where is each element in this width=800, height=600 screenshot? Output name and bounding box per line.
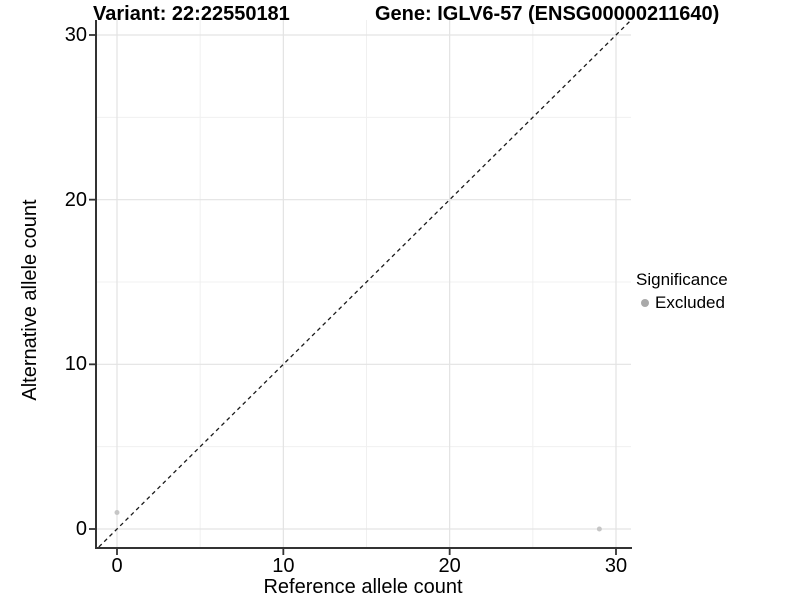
y-tick-label: 30 — [64, 23, 87, 46]
legend-item-label: Excluded — [655, 293, 725, 312]
data-point — [114, 510, 120, 516]
identity-dashed-line — [98, 19, 632, 548]
y-tick-label: 0 — [75, 518, 87, 540]
legend: Significance Excluded — [636, 269, 728, 313]
plot-title-variant: Variant: 22:22550181 — [93, 3, 290, 25]
x-tick-label: 20 — [438, 555, 461, 577]
x-axis-title: Reference allele count — [263, 576, 463, 598]
x-tick-label: 30 — [604, 555, 628, 577]
plot-title-gene: Gene: IGLV6-57 (ENSG00000211640) — [375, 3, 720, 25]
legend-item-excluded: Excluded — [636, 292, 728, 313]
y-tick-label: 20 — [64, 188, 87, 211]
x-tick-label: 10 — [272, 555, 295, 577]
data-point — [596, 526, 602, 532]
x-tick-label: 0 — [111, 555, 123, 577]
legend-title: Significance — [636, 270, 728, 289]
legend-point-icon — [641, 298, 649, 307]
y-tick-label: 10 — [64, 353, 87, 376]
